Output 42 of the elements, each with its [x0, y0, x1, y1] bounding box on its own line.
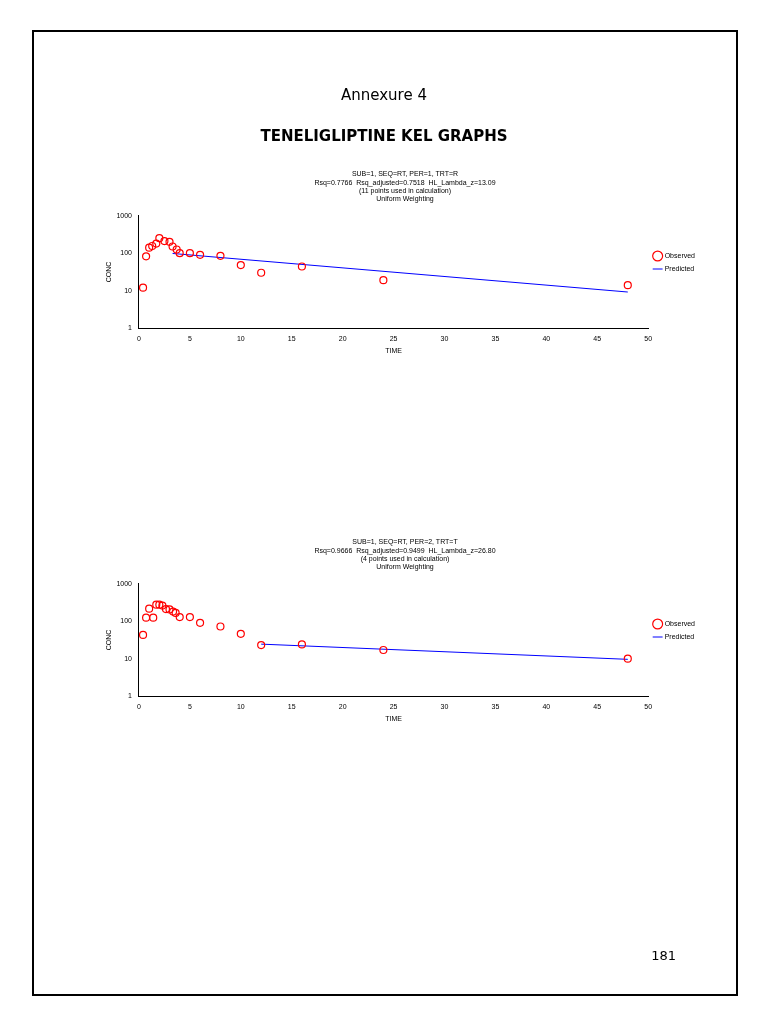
- point: [195, 250, 205, 259]
- point: [236, 629, 245, 638]
- point: [236, 261, 245, 270]
- point: [161, 604, 171, 614]
- point: [216, 251, 225, 260]
- point: [142, 252, 151, 261]
- point: [171, 608, 180, 618]
- point: [148, 241, 157, 251]
- point: [160, 236, 169, 246]
- point: [216, 622, 225, 631]
- point: [257, 268, 266, 277]
- point: [195, 618, 205, 627]
- point: [168, 242, 177, 251]
- point: [185, 249, 194, 258]
- point: [172, 245, 181, 254]
- point: [142, 613, 151, 622]
- point: [152, 600, 161, 609]
- point: [379, 276, 388, 285]
- point: [165, 605, 174, 614]
- point: [158, 601, 167, 610]
- point: [257, 640, 266, 650]
- point: [168, 607, 178, 616]
- text: TENELIGLIPTINE KEL GRAPHS: [259, 127, 509, 145]
- point: [175, 613, 184, 622]
- point: [297, 262, 307, 271]
- text: Annexure 4: [340, 86, 428, 104]
- point: [379, 645, 388, 655]
- point: [145, 243, 154, 252]
- point: [175, 249, 184, 258]
- point: [623, 654, 632, 663]
- text: 181: [651, 948, 676, 963]
- point: [297, 640, 307, 649]
- point: [138, 630, 148, 639]
- point: [145, 604, 154, 613]
- point: [165, 237, 174, 246]
- point: [623, 281, 632, 290]
- point: [149, 613, 158, 622]
- point: [155, 234, 164, 243]
- point: [138, 283, 148, 292]
- point: [185, 613, 194, 622]
- point: [152, 239, 161, 248]
- point: [155, 600, 164, 609]
